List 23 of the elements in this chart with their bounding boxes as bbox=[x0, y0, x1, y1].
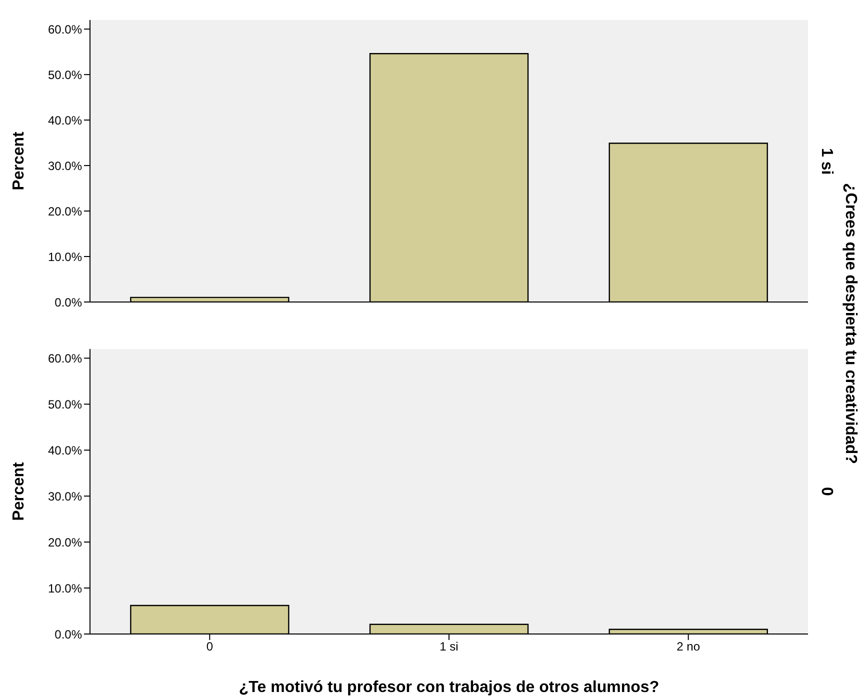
y-axis-title: Percent bbox=[10, 461, 28, 521]
y-tick-label: 40.0% bbox=[48, 443, 82, 458]
y-tick-label: 10.0% bbox=[48, 581, 82, 596]
y-tick-label: 50.0% bbox=[48, 397, 82, 412]
y-tick-label: 50.0% bbox=[48, 68, 82, 82]
x-tick-label: 1 si bbox=[440, 640, 458, 654]
y2-axis-title: 1 si bbox=[817, 148, 835, 174]
y-tick-label: 20.0% bbox=[48, 535, 82, 550]
y-tick-label: 30.0% bbox=[48, 489, 82, 504]
y-tick-label: 10.0% bbox=[48, 250, 82, 264]
y-tick-label: 0.0% bbox=[54, 295, 82, 310]
x-axis-title: ¿Te motivó tu profesor con trabajos de otros alumnos? bbox=[238, 679, 660, 696]
y-tick-label: 20.0% bbox=[48, 204, 82, 218]
y-tick-label: 0.0% bbox=[54, 627, 82, 642]
x-tick-label: 0 bbox=[206, 640, 214, 654]
x-tick-label: 2 no bbox=[676, 640, 700, 654]
y-tick-label: 60.0% bbox=[48, 22, 82, 36]
y-tick-label: 30.0% bbox=[48, 158, 82, 173]
y2-axis-title: 0 bbox=[817, 487, 835, 496]
y-tick-label: 60.0% bbox=[48, 351, 82, 366]
text: ¿Crees que despierta tu creatividad? bbox=[841, 182, 859, 464]
y-axis-title: Percent bbox=[10, 130, 28, 190]
y-tick-label: 40.0% bbox=[48, 113, 82, 128]
